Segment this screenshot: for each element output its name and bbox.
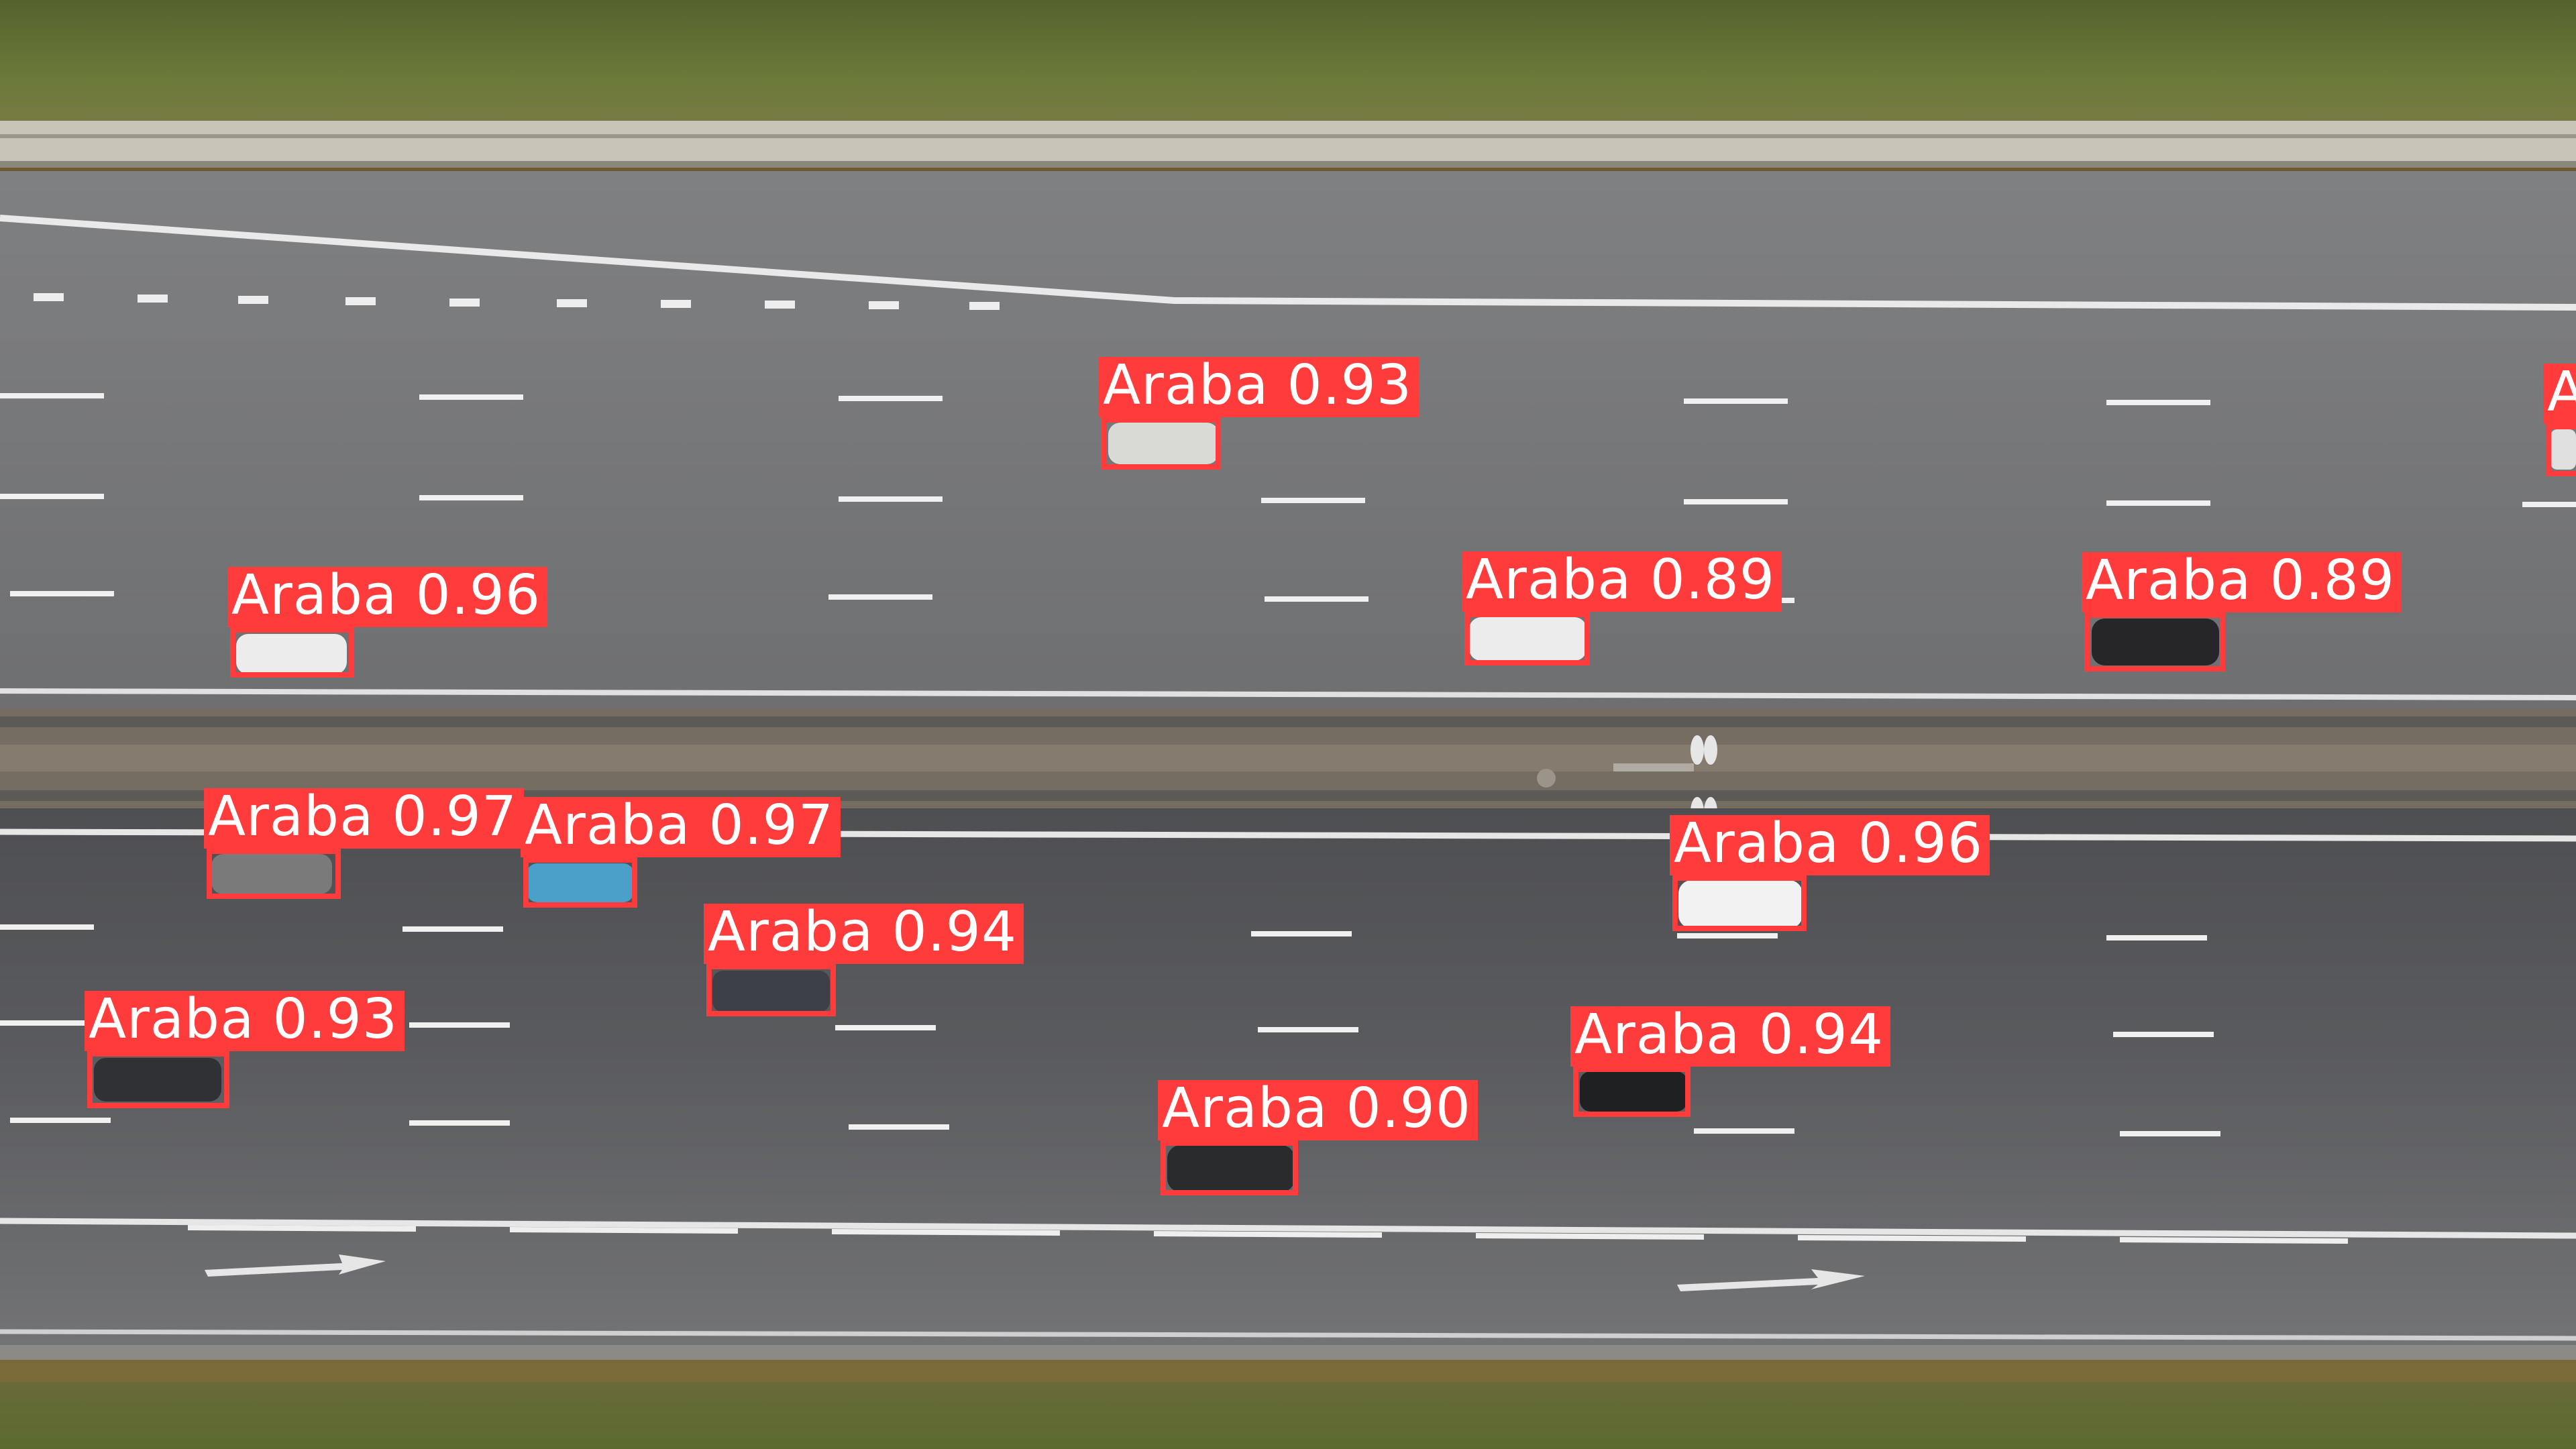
detection-box: Araba 0.97: [521, 797, 841, 908]
detection-label: Araba 0.97: [521, 797, 841, 857]
detection-label: Araba 0.97: [204, 788, 525, 849]
detection-box: Araba 0.89: [2082, 552, 2402, 672]
detection-label: Araba 0.90: [1158, 1080, 1479, 1140]
grass-bottom: [0, 1375, 2576, 1449]
detection-label: Araba 0.93: [85, 991, 405, 1051]
road-arrow: [205, 1254, 1865, 1291]
detection-label: A: [2543, 364, 2576, 424]
detection-box: Araba 0.96: [1670, 815, 1990, 931]
grass-top: [0, 0, 2576, 134]
detection-box: Araba 0.93: [85, 991, 405, 1108]
detection-box: Araba 0.89: [1462, 551, 1782, 665]
detection-box: Araba 0.93: [1099, 357, 1419, 470]
detection-label: Araba 0.89: [1462, 551, 1782, 612]
detection-label: Araba 0.94: [1570, 1006, 1891, 1067]
detection-box: Araba 0.96: [227, 567, 548, 678]
detection-label: Araba 0.89: [2082, 552, 2402, 612]
detection-label: Araba 0.93: [1099, 357, 1419, 417]
detection-box: Araba 0.94: [1570, 1006, 1891, 1117]
cars: [94, 423, 2576, 1192]
detection-box: Araba 0.94: [704, 904, 1024, 1016]
guardrail-top: [0, 121, 2576, 168]
detection-label: Araba 0.96: [1670, 815, 1990, 875]
median-drain: [1537, 769, 1556, 788]
detection-box: Araba 0.97: [204, 788, 525, 899]
detection-label: Araba 0.96: [227, 567, 548, 627]
guardrail-bottom: [0, 1345, 2576, 1360]
detection-box: A: [2543, 364, 2576, 476]
detection-label: Araba 0.94: [704, 904, 1024, 964]
detection-box: Araba 0.90: [1158, 1080, 1479, 1195]
